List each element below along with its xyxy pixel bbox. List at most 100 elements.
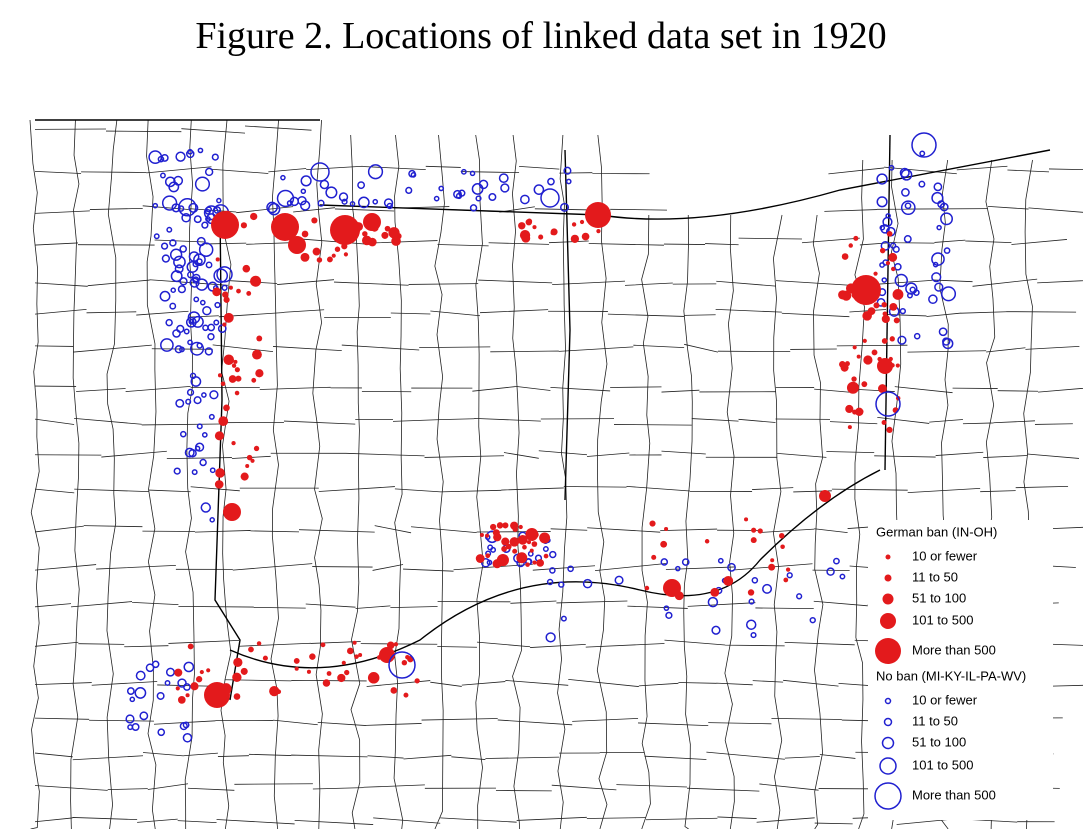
no-ban-marker bbox=[177, 285, 186, 294]
ban-marker bbox=[316, 257, 323, 263]
no-ban-marker bbox=[196, 342, 203, 349]
no-ban-marker bbox=[188, 448, 197, 458]
no-ban-marker bbox=[169, 302, 177, 310]
no-ban-marker bbox=[563, 166, 572, 175]
no-ban-marker bbox=[372, 198, 379, 205]
ban-marker bbox=[778, 533, 785, 539]
no-ban-marker bbox=[145, 663, 155, 673]
ban-marker bbox=[337, 673, 346, 683]
ban-marker bbox=[240, 667, 248, 675]
no-ban-marker bbox=[565, 178, 572, 185]
county-line bbox=[146, 119, 157, 829]
ban-marker bbox=[660, 540, 668, 548]
ban-marker bbox=[651, 554, 657, 560]
ban-marker bbox=[526, 540, 532, 545]
ban-marker bbox=[190, 682, 199, 691]
ban-marker bbox=[311, 217, 318, 224]
no-ban-marker bbox=[934, 282, 944, 292]
no-ban-marker bbox=[202, 305, 212, 316]
no-ban-marker bbox=[173, 255, 186, 269]
county-line bbox=[70, 119, 80, 829]
ban-marker bbox=[846, 381, 859, 394]
no-ban-marker bbox=[183, 328, 190, 335]
no-ban-marker bbox=[889, 242, 897, 249]
no-ban-marker bbox=[177, 678, 187, 688]
ban-marker bbox=[199, 670, 204, 675]
legend: German ban (IN-OH) 10 or fewer 11 to 50 51 … bbox=[874, 524, 1026, 810]
no-ban-marker bbox=[201, 392, 207, 398]
ban-marker bbox=[214, 431, 225, 441]
legend-label: 51 to 100 bbox=[912, 590, 966, 605]
no-ban-marker bbox=[152, 202, 159, 209]
no-ban-marker bbox=[881, 277, 888, 283]
no-ban-marker bbox=[549, 567, 556, 574]
ban-marker bbox=[177, 696, 186, 704]
no-ban-marker bbox=[913, 289, 920, 296]
county-line bbox=[34, 450, 1080, 460]
ban-marker bbox=[517, 534, 528, 545]
no-ban-marker bbox=[899, 167, 910, 178]
ban-marker bbox=[204, 682, 230, 708]
no-ban-marker bbox=[196, 423, 203, 430]
ban-marker bbox=[384, 225, 391, 232]
legend-label: 51 to 100 bbox=[912, 734, 966, 749]
ban-marker bbox=[532, 560, 537, 565]
ban-marker bbox=[386, 641, 395, 650]
legend-symbol bbox=[884, 574, 892, 582]
no-ban-marker bbox=[165, 667, 175, 677]
ban-marker bbox=[217, 373, 223, 378]
no-ban-marker bbox=[207, 332, 215, 341]
ban-marker bbox=[847, 425, 852, 430]
no-ban-marker bbox=[310, 162, 330, 182]
ban-marker bbox=[881, 338, 888, 344]
no-ban-marker bbox=[193, 396, 202, 405]
ban-marker bbox=[785, 567, 791, 572]
no-ban-marker bbox=[179, 346, 185, 353]
no-ban-marker bbox=[487, 544, 494, 551]
no-ban-marker bbox=[931, 252, 945, 266]
ban-marker bbox=[271, 213, 299, 241]
ban-marker bbox=[326, 256, 333, 263]
ban-marker bbox=[362, 231, 368, 237]
ban-marker bbox=[414, 678, 420, 684]
no-ban-marker bbox=[187, 148, 194, 155]
legend-symbol bbox=[880, 613, 896, 629]
ban-marker bbox=[747, 589, 755, 596]
no-ban-marker bbox=[191, 273, 201, 283]
ban-marker bbox=[276, 689, 282, 695]
ban-marker bbox=[841, 290, 852, 301]
no-ban-marker bbox=[182, 732, 193, 743]
no-ban-marker bbox=[179, 430, 187, 438]
no-ban-marker bbox=[205, 216, 211, 222]
ban-marker bbox=[571, 222, 577, 227]
no-ban-marker bbox=[762, 583, 773, 594]
no-ban-marker bbox=[918, 180, 926, 188]
no-ban-marker bbox=[933, 182, 943, 192]
county-line bbox=[34, 165, 1083, 175]
ban-marker bbox=[529, 548, 534, 553]
ban-marker bbox=[501, 546, 507, 552]
no-ban-marker bbox=[931, 272, 942, 283]
no-ban-marker bbox=[209, 467, 216, 474]
ban-marker bbox=[233, 657, 243, 668]
ban-marker bbox=[505, 543, 512, 550]
ban-marker bbox=[248, 646, 254, 653]
no-ban-marker bbox=[192, 276, 200, 284]
ban-marker bbox=[288, 236, 306, 254]
ban-marker bbox=[218, 416, 229, 427]
ban-marker bbox=[228, 375, 237, 383]
ban-marker bbox=[893, 317, 900, 324]
no-ban-marker bbox=[179, 277, 188, 286]
ban-marker bbox=[873, 271, 878, 276]
no-ban-marker bbox=[182, 721, 190, 729]
county-line bbox=[34, 343, 1080, 353]
ban-marker bbox=[877, 358, 893, 374]
no-ban-marker bbox=[901, 188, 910, 197]
no-ban-marker bbox=[558, 581, 565, 588]
legend-symbol bbox=[874, 782, 902, 810]
ban-marker bbox=[255, 369, 264, 378]
ban-marker bbox=[861, 381, 868, 388]
no-ban-marker bbox=[161, 195, 178, 211]
no-ban-marker bbox=[157, 728, 166, 737]
no-ban-marker bbox=[135, 670, 146, 681]
